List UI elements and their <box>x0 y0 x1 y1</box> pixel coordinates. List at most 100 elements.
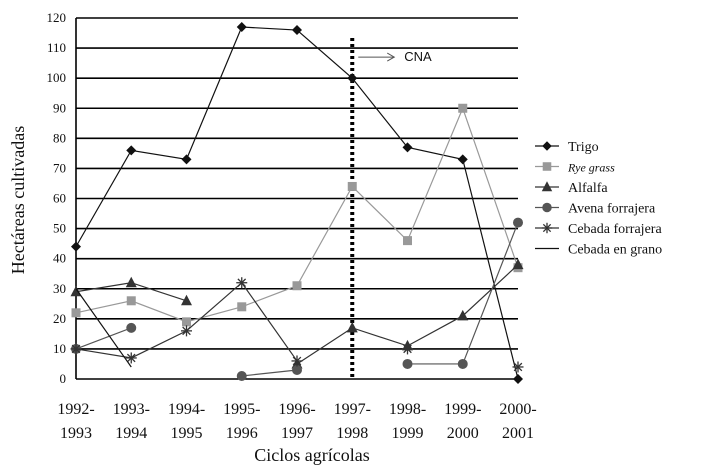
data-point <box>513 217 523 228</box>
x-tick-label: 1995 <box>171 425 203 442</box>
x-tick-label: 1993- <box>113 401 150 418</box>
series-layer <box>70 22 524 384</box>
series-rye-grass <box>71 103 523 327</box>
x-tick-label: 1994- <box>168 401 205 418</box>
y-axis-title: Hectáreas cultivadas <box>8 126 28 274</box>
data-point <box>512 258 524 270</box>
y-tick-label: 50 <box>53 221 66 236</box>
data-point <box>292 364 302 375</box>
legend-item: Rye grass <box>535 161 615 175</box>
data-point <box>457 358 468 369</box>
data-point <box>513 374 523 384</box>
legend-item: Cebada forrajera <box>535 222 662 237</box>
data-point <box>126 145 137 156</box>
data-point <box>458 103 468 113</box>
data-point <box>402 343 413 355</box>
x-tick-label: 1993 <box>60 425 92 442</box>
y-tick-label: 90 <box>53 100 66 115</box>
x-tick-label: 1999 <box>392 425 424 442</box>
y-tick-label: 120 <box>47 10 67 25</box>
data-point <box>181 325 192 337</box>
legend-marker <box>541 181 553 192</box>
gridlines <box>75 17 518 380</box>
data-point <box>236 370 247 381</box>
x-tick-label: 1992- <box>57 401 94 418</box>
data-point <box>402 358 413 369</box>
data-point <box>347 181 357 191</box>
data-point <box>181 294 192 306</box>
legend-label: Cebada forrajera <box>568 222 662 237</box>
legend-label: Avena forrajera <box>568 202 656 217</box>
series-cebada-forrajera <box>70 277 524 373</box>
series-alfalfa <box>70 258 524 369</box>
series-line <box>75 327 132 350</box>
y-tick-label: 60 <box>53 191 66 206</box>
legend-item: Trigo <box>535 140 599 155</box>
legend-marker <box>542 141 552 151</box>
data-point <box>347 73 358 84</box>
data-point <box>291 355 303 367</box>
y-tick-label: 0 <box>60 371 67 386</box>
x-axis-title: Ciclos agrícolas <box>254 445 369 465</box>
x-tick-label: 1994 <box>115 425 147 442</box>
cna-label: CNA <box>404 49 432 64</box>
y-tick-label: 30 <box>53 281 66 296</box>
data-point <box>457 309 469 321</box>
data-point <box>125 276 137 288</box>
x-tick-label: 1996 <box>226 425 258 442</box>
series-cebada-en-grano <box>75 288 132 368</box>
data-point <box>236 277 248 289</box>
y-tick-label: 80 <box>53 130 66 145</box>
data-point <box>71 308 81 318</box>
y-tick-label: 10 <box>53 341 66 356</box>
data-point <box>292 25 302 36</box>
data-point <box>126 322 137 333</box>
data-point <box>457 154 468 165</box>
x-tick-label: 1996- <box>278 401 315 418</box>
data-point <box>181 154 192 165</box>
data-point <box>402 142 413 153</box>
data-point <box>126 296 136 306</box>
series-trigo <box>71 22 523 384</box>
legend-label: Alfalfa <box>568 181 608 196</box>
series-line <box>241 369 298 377</box>
legend-label: Trigo <box>568 140 599 155</box>
legend-item: Avena forrajera <box>535 202 656 217</box>
legend-marker <box>541 222 553 234</box>
x-tick-label: 1997- <box>334 401 371 418</box>
y-tick-label: 20 <box>53 311 66 326</box>
x-tick-label: 2001 <box>502 425 534 442</box>
data-point <box>512 361 524 373</box>
cna-arrow-head <box>387 52 396 62</box>
legend-label: Cebada en grano <box>568 243 662 258</box>
data-point <box>125 352 137 364</box>
x-axis-ticks: 1992- 1993 1993- 1994 1994- 1995 1995- 1996 1996… <box>57 401 536 442</box>
legend-marker <box>542 202 552 213</box>
x-tick-label: 1999- <box>444 401 481 418</box>
x-tick-label: 1998- <box>389 401 426 418</box>
data-point <box>182 317 191 327</box>
data-point <box>346 321 358 333</box>
data-point <box>70 343 82 355</box>
y-tick-label: 110 <box>47 40 66 55</box>
series-line <box>75 288 132 368</box>
y-tick-label: 40 <box>53 251 66 266</box>
y-tick-label: 70 <box>53 160 66 175</box>
legend-marker <box>542 162 552 171</box>
x-tick-label: 2000- <box>499 401 536 418</box>
x-tick-label: 2000 <box>447 425 479 442</box>
series-line <box>407 222 519 365</box>
data-point <box>292 281 302 291</box>
data-point <box>237 302 247 312</box>
legend-item: Cebada en grano <box>535 243 662 258</box>
annotation-layer: CNA <box>350 38 432 379</box>
data-point <box>71 241 81 252</box>
x-tick-label: 1997 <box>281 425 313 442</box>
series-line <box>75 26 519 380</box>
y-tick-label: 100 <box>47 70 67 85</box>
data-point <box>403 236 412 246</box>
data-point <box>236 22 247 33</box>
x-tick-label: 1998 <box>336 425 368 442</box>
y-axis-ticks: 0 10 20 30 40 50 60 70 80 90 100 110 120 <box>47 10 67 386</box>
